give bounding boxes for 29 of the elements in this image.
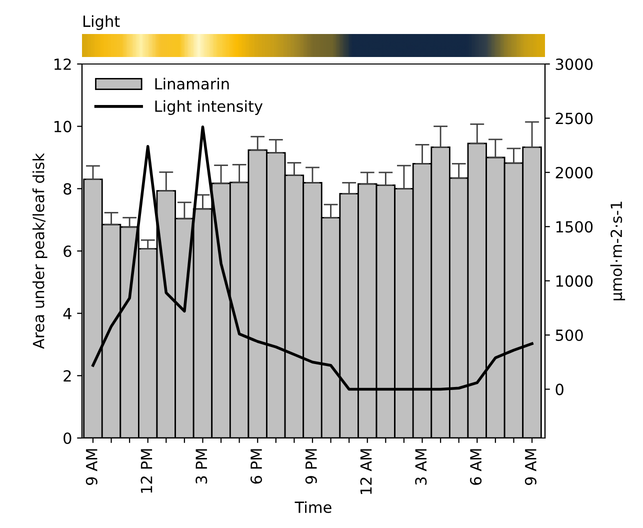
text: Light xyxy=(84,15,120,30)
legend-label: Light intensity xyxy=(155,100,263,115)
y2-tick-label: 2000 xyxy=(556,166,593,178)
x-tick-label: 9 PM xyxy=(305,449,317,484)
x-axis-title: Time xyxy=(294,501,332,514)
legend-label: Linamarin xyxy=(155,78,229,90)
x-tick-label: 9 AM xyxy=(524,449,536,485)
y-tick-label: 2 xyxy=(64,370,71,382)
y2-axis-title: µmol·m-2·s-1 xyxy=(610,202,626,300)
y-tick-label: 10 xyxy=(54,120,72,132)
x-tick-label: 6 AM xyxy=(470,449,482,485)
x-tick-label: 12 AM xyxy=(360,449,372,494)
x-tick-label: 6 PM xyxy=(250,449,262,484)
x-tick-label: 3 PM xyxy=(196,449,208,484)
y-tick-label: 8 xyxy=(64,183,72,195)
y2-tick-label: 1000 xyxy=(556,275,593,287)
y2-tick-label: 1500 xyxy=(556,221,593,233)
x-tick-label: 9 AM xyxy=(86,449,98,485)
y-tick-label: 0 xyxy=(64,432,72,444)
y2-tick-label: 2500 xyxy=(556,112,593,124)
y-tick-label: 4 xyxy=(63,308,72,320)
x-tick-label: 3 AM xyxy=(415,449,427,485)
y2-tick-label: 500 xyxy=(556,329,583,342)
y-tick-label: 12 xyxy=(54,58,71,70)
x-tick-label: 12 PM xyxy=(140,449,152,493)
y2-tick-label: 0 xyxy=(556,384,564,396)
y-tick-label: 6 xyxy=(64,245,72,258)
y2-tick-label: 3000 xyxy=(556,58,593,70)
y-axis-title: Area under peak/leaf disk xyxy=(32,153,48,349)
